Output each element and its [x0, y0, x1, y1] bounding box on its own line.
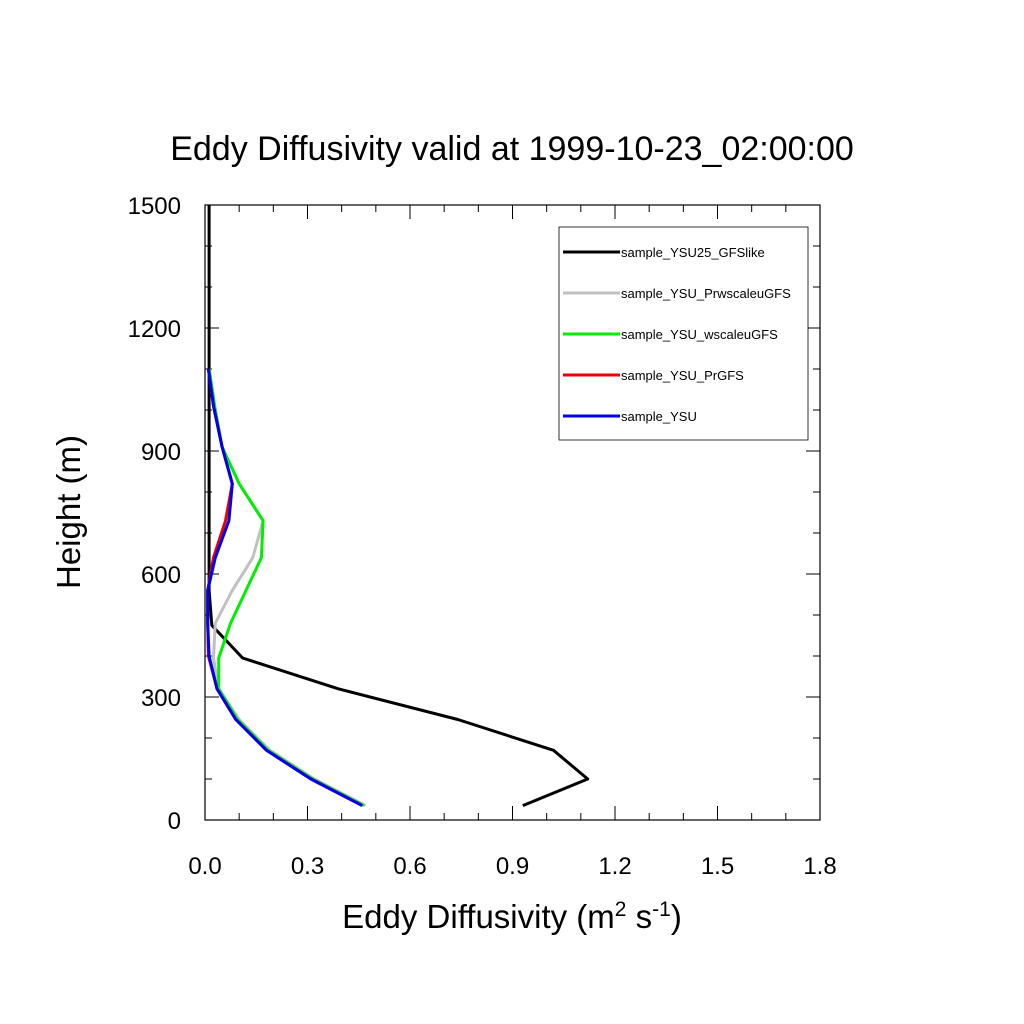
x-tick-label: 0.0	[188, 853, 221, 880]
y-tick-label: 300	[141, 685, 181, 712]
x-axis-label: Eddy Diffusivity (m2 s-1)	[342, 898, 682, 935]
series-line-sample-ysu25-gfslike	[207, 205, 590, 807]
series-lines	[206, 205, 590, 807]
x-tick-label: 0.9	[496, 853, 529, 880]
series-line-sample-ysu-prgfs	[206, 368, 363, 807]
series-line-sample-ysu-prwscaleugfs	[207, 368, 367, 807]
chart-title: Eddy Diffusivity valid at 1999-10-23_02:…	[170, 130, 854, 168]
legend-label: sample_YSU25_GFSlike	[621, 245, 765, 260]
x-axis-label-sup1: 2	[615, 898, 627, 921]
series-line-sample-ysu-wscaleugfs	[207, 368, 365, 807]
x-tick-label: 0.6	[393, 853, 426, 880]
legend-label: sample_YSU_wscaleuGFS	[621, 327, 778, 342]
legend-label: sample_YSU_PrGFS	[621, 368, 744, 383]
x-axis-label-sup2: -1	[652, 898, 671, 921]
x-tick-label: 1.8	[803, 853, 836, 880]
x-tick-label: 1.2	[598, 853, 631, 880]
y-tick-label: 900	[141, 439, 181, 466]
y-tick-label: 600	[141, 562, 181, 589]
series-line-sample-ysu	[206, 368, 363, 807]
x-axis-label-base: Eddy Diffusivity (m	[342, 898, 615, 935]
y-tick-label: 0	[168, 808, 181, 835]
legend-label: sample_YSU_PrwscaleuGFS	[621, 286, 791, 301]
x-axis-label-end: )	[671, 898, 682, 935]
legend-label: sample_YSU	[621, 409, 697, 424]
axis-tick-labels: 0.0 0.3 0.6 0.9 1.2 1.5 1.8 0 300 600 900 1200 1500	[128, 193, 837, 880]
legend: sample_YSU25_GFSlike sample_YSU_Prwscaleu…	[558, 226, 809, 441]
y-tick-label: 1500	[128, 193, 181, 220]
axis-ticks	[204, 204, 821, 821]
x-axis-label-mid: s	[626, 898, 652, 935]
x-tick-label: 1.5	[701, 853, 734, 880]
y-axis-label: Height (m)	[50, 435, 87, 589]
y-tick-label: 1200	[128, 316, 181, 343]
x-tick-label: 0.3	[291, 853, 324, 880]
